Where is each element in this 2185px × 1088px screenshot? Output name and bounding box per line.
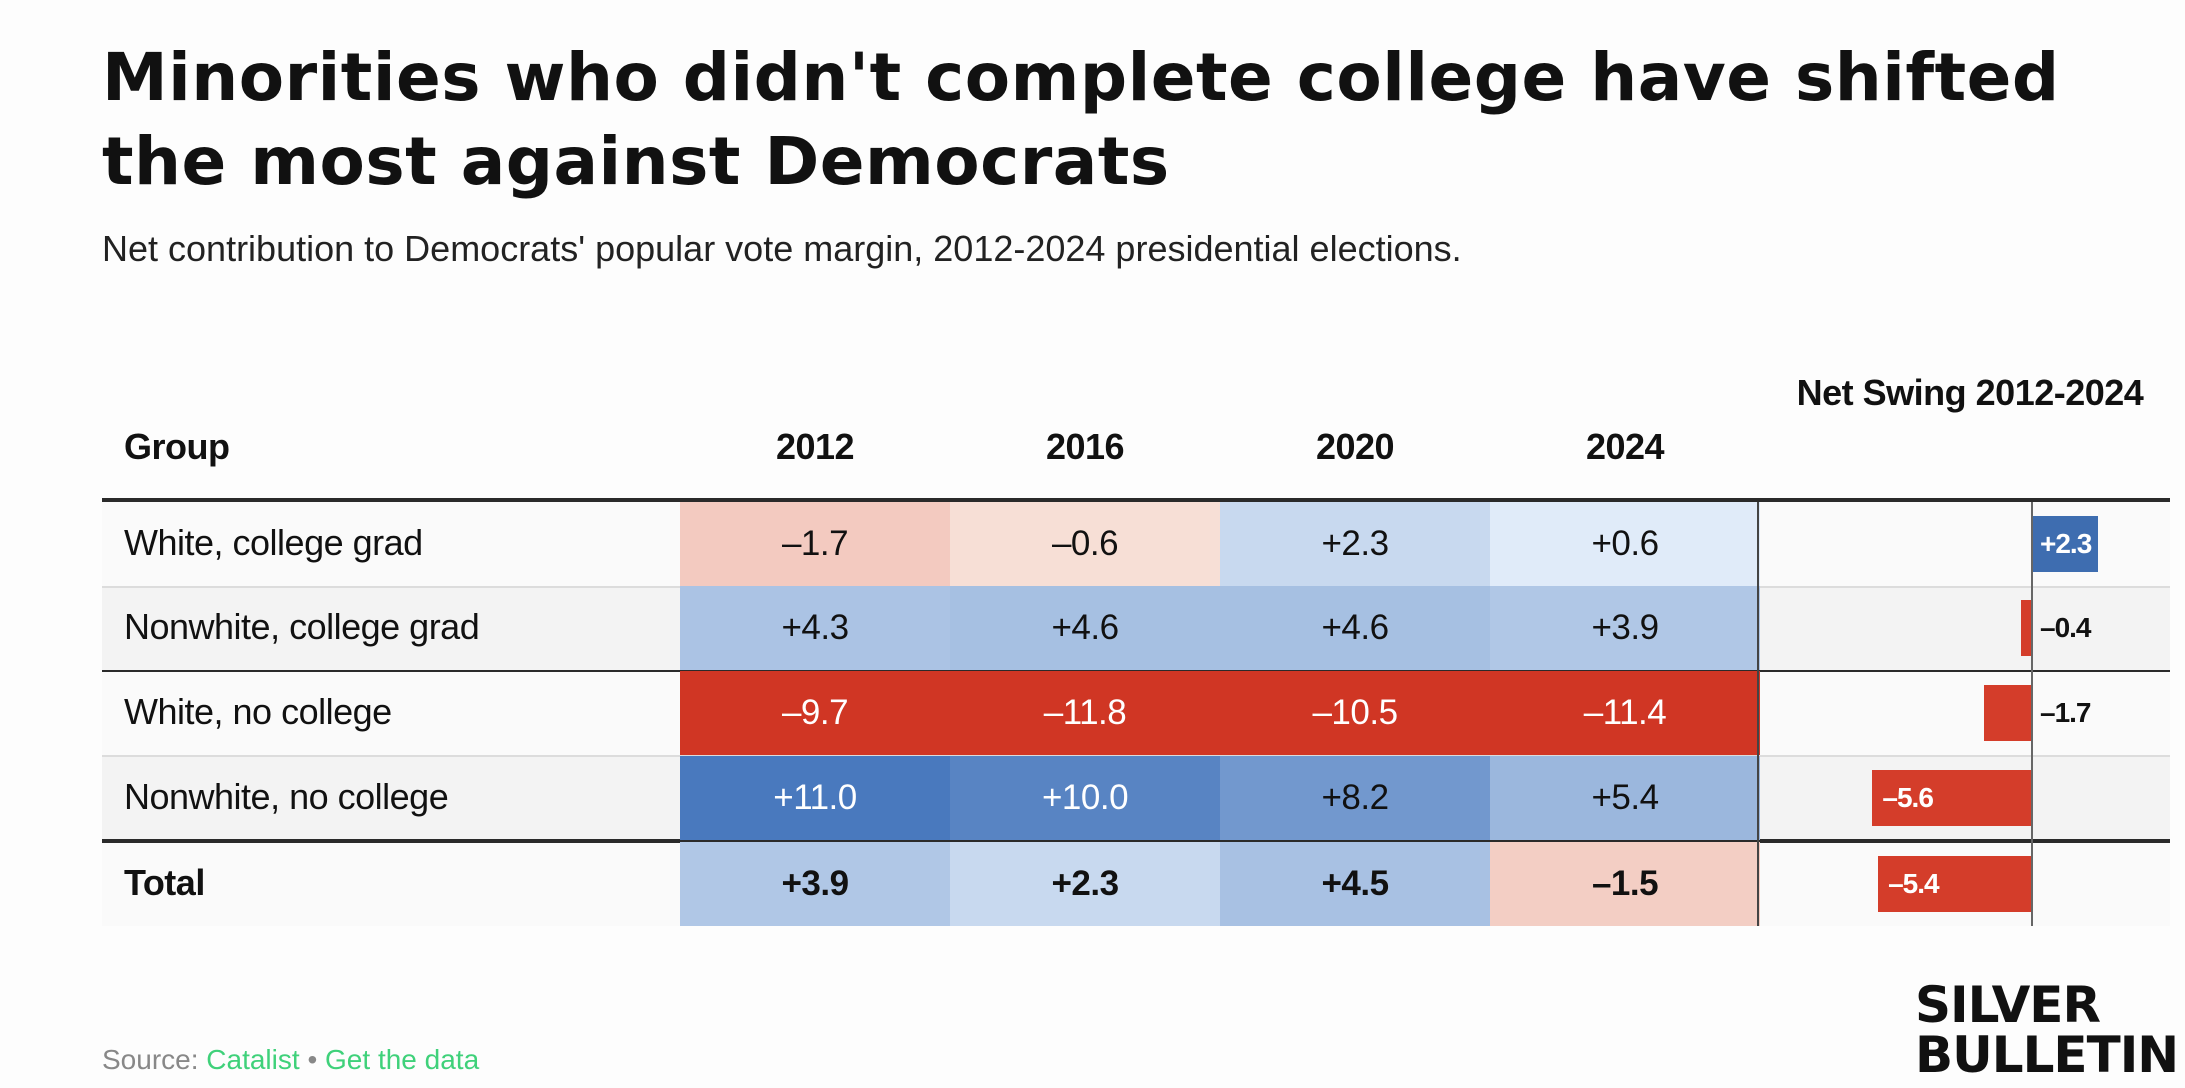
group-label: White, college grad (124, 522, 423, 563)
heatmap-cell: +11.0 (680, 756, 950, 840)
swing-label: –5.4 (1888, 868, 1939, 899)
logo-line-1: SILVER (1915, 976, 2101, 1034)
swing-bar (1878, 856, 2032, 912)
heatmap-cell: +2.3 (950, 842, 1220, 926)
swing-bar (2020, 600, 2032, 656)
header-year-2020: 2020 (1315, 426, 1395, 467)
swing-bar (2032, 516, 2098, 572)
silver-bulletin-logo: SILVER BULLETIN (1915, 976, 2179, 1084)
swing-divider (1757, 502, 1759, 926)
source-note: Source: Catalist • Get the data (102, 1044, 479, 1076)
swing-bar (1983, 685, 2032, 741)
swing-label: +2.3 (2040, 528, 2092, 559)
heatmap-cell: +10.0 (950, 756, 1220, 840)
group-label: Nonwhite, no college (124, 776, 449, 817)
header-year-2012: 2012 (775, 426, 855, 467)
heatmap-cell: –10.5 (1220, 671, 1490, 755)
heatmap-cell: –0.6 (950, 502, 1220, 586)
swing-bar (1872, 770, 2032, 826)
header-net-swing: Net Swing 2012-2024 (1796, 372, 2144, 413)
heatmap-cell: –1.7 (680, 502, 950, 586)
heatmap-cell: +2.3 (1220, 502, 1490, 586)
source-link-catalist[interactable]: Catalist (206, 1044, 300, 1075)
group-label: White, no college (124, 691, 392, 732)
source-separator: • (307, 1044, 318, 1075)
heatmap-cell: +3.9 (680, 842, 950, 926)
swing-label: –5.6 (1882, 782, 1933, 813)
swing-label: –0.4 (2040, 612, 2091, 643)
heatmap-cell: +4.3 (680, 586, 950, 670)
logo-line-2: BULLETIN (1915, 1026, 2179, 1084)
heatmap-cell: +3.9 (1490, 586, 1760, 670)
heatmap-cell: +0.6 (1490, 502, 1760, 586)
total-rule (102, 839, 2170, 843)
swing-label: –1.7 (2040, 697, 2091, 728)
heatmap-cell: –11.8 (950, 671, 1220, 755)
group-label: Nonwhite, college grad (124, 606, 480, 647)
heatmap-cell: –11.4 (1490, 671, 1760, 755)
heatmap-cell: –1.5 (1490, 842, 1760, 926)
heatmap-cell: +8.2 (1220, 756, 1490, 840)
heatmap-cell: +4.5 (1220, 842, 1490, 926)
header-year-2016: 2016 (1045, 426, 1125, 467)
heatmap-cell: +5.4 (1490, 756, 1760, 840)
chart-title: Minorities who didn't complete college h… (102, 39, 2060, 200)
get-data-link[interactable]: Get the data (325, 1044, 480, 1075)
zero-line (2031, 502, 2033, 926)
total-label: Total (124, 862, 205, 903)
heatmap-cell: +4.6 (1220, 586, 1490, 670)
header-rule (102, 498, 2170, 502)
heatmap-cell: +4.6 (950, 586, 1220, 670)
source-prefix: Source: (102, 1044, 199, 1075)
header-group: Group (124, 426, 230, 467)
header-year-2024: 2024 (1585, 426, 1665, 467)
heatmap-cell: –9.7 (680, 671, 950, 755)
chart-subtitle: Net contribution to Democrats' popular v… (102, 228, 1462, 269)
